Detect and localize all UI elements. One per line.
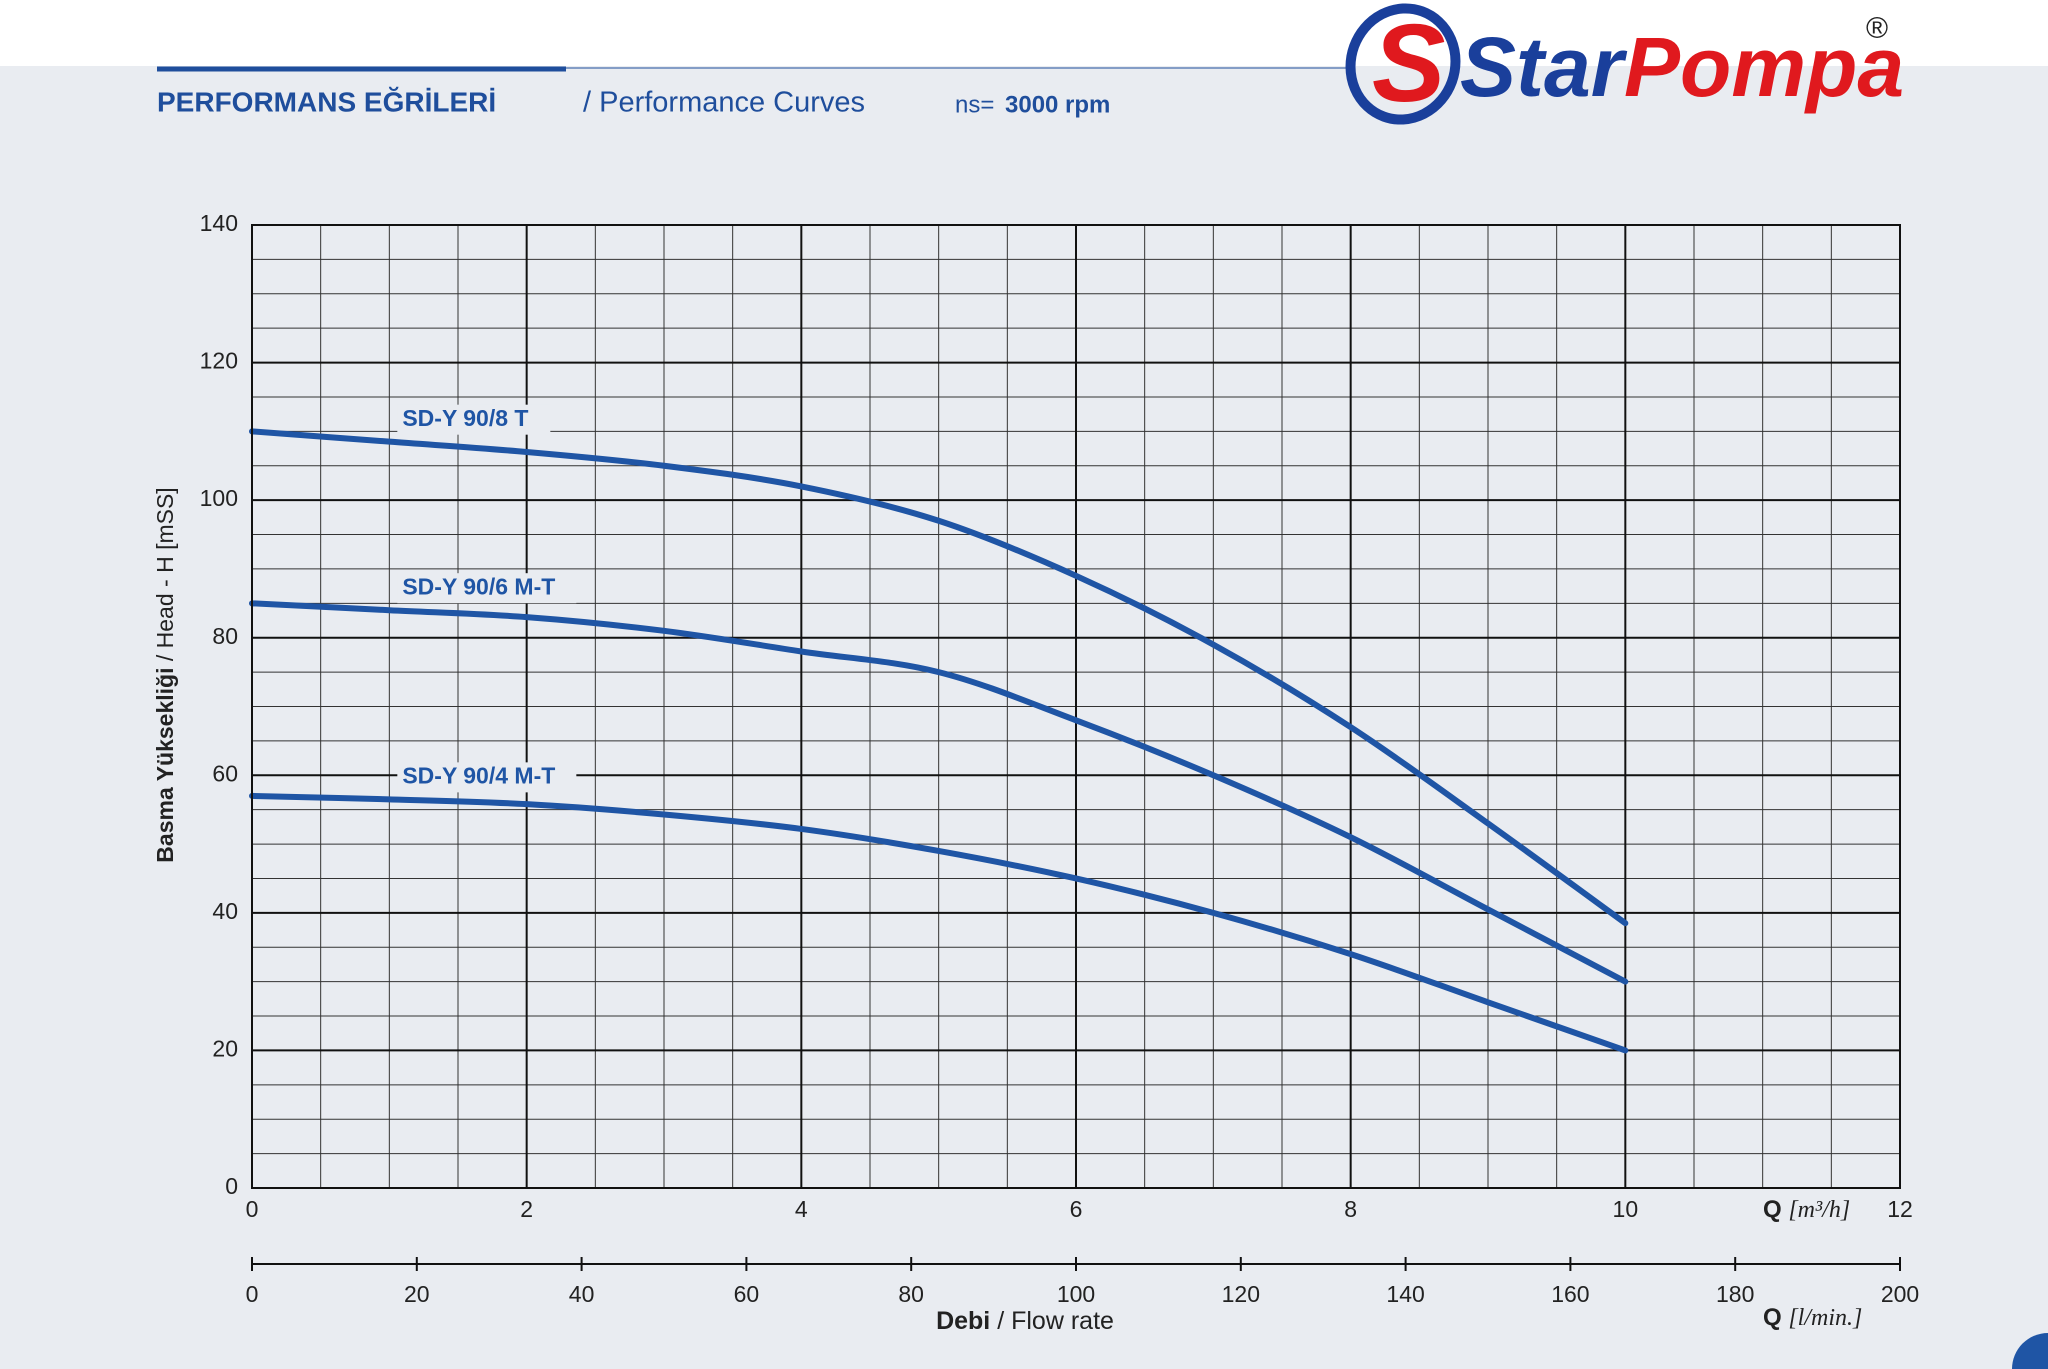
- y-axis-label-bold: Basma Yüksekliği: [152, 668, 178, 863]
- logo-brand-2: Pompa: [1624, 20, 1904, 114]
- speed: 3000 rpm: [1005, 91, 1110, 118]
- y-tick-label: 60: [212, 760, 238, 786]
- y-tick-label: 120: [200, 348, 238, 374]
- series-label: SD-Y 90/4 M-T: [402, 762, 555, 788]
- curve: [249, 600, 1629, 985]
- x2-axis-label-bold: Debi: [936, 1307, 990, 1335]
- logo-brand-1: Star: [1460, 20, 1628, 114]
- series-label-bg: [397, 404, 551, 435]
- x-tick-label: 12: [1887, 1196, 1913, 1222]
- y-tick-label: 0: [225, 1173, 238, 1199]
- series-label: SD-Y 90/8 T: [402, 405, 528, 431]
- x2-axis-label-rest: / Flow rate: [997, 1307, 1114, 1335]
- x2-tick-label: 120: [1222, 1281, 1260, 1307]
- curve: [249, 428, 1629, 927]
- series-label: SD-Y 90/6 M-T: [402, 573, 555, 599]
- y-tick-label: 40: [212, 898, 238, 924]
- y-tick-label: 100: [200, 485, 238, 511]
- x-tick-label: 4: [795, 1196, 808, 1222]
- x-axis-symbol: Q: [1763, 1196, 1782, 1223]
- x2-tick-label: 60: [734, 1281, 760, 1307]
- logo: S Star Pompa ®: [1345, 2, 1904, 125]
- x2-axis-unit: [l/min.]: [1788, 1305, 1862, 1331]
- x2-tick-label: 40: [569, 1281, 595, 1307]
- y-tick-label: 140: [200, 210, 238, 236]
- x-axis-unit: [m³/h]: [1788, 1197, 1850, 1223]
- x2-tick-label: 200: [1881, 1281, 1919, 1307]
- x2-tick-label: 140: [1386, 1281, 1424, 1307]
- speed-prefix: ns=: [955, 91, 994, 118]
- x2-tick-label: 20: [404, 1281, 430, 1307]
- x2-tick-label: 180: [1716, 1281, 1754, 1307]
- corner-badge: [2012, 1333, 2048, 1369]
- y-axis-label: Basma Yüksekliği / Head - H [mSS]: [152, 487, 178, 862]
- x2-tick-label: 160: [1551, 1281, 1589, 1307]
- x-axis-label: Q [m³/h]: [1763, 1196, 1850, 1223]
- y-tick-label: 80: [212, 623, 238, 649]
- series-label-bg: [397, 762, 577, 793]
- header-subtitle: / Performance Curves: [583, 87, 865, 119]
- curve: [249, 792, 1629, 1054]
- x2-tick-label: 100: [1057, 1281, 1095, 1307]
- x-tick-label: 0: [246, 1196, 259, 1222]
- x-tick-label: 10: [1613, 1196, 1639, 1222]
- x2-tick-label: 0: [246, 1281, 259, 1307]
- x2-tick-label: 80: [898, 1281, 924, 1307]
- y-tick-label: 20: [212, 1036, 238, 1062]
- header-title: PERFORMANS EĞRİLERİ: [157, 86, 496, 117]
- y-axis-label-rest: / Head - H [mSS]: [152, 487, 178, 661]
- logo-s: S: [1372, 2, 1445, 125]
- logo-ring: [1345, 3, 1461, 125]
- series-label-bg: [397, 573, 577, 604]
- plot-frame: [251, 224, 1901, 1189]
- plot: [251, 224, 1901, 1189]
- logo-mark: ®: [1866, 12, 1888, 45]
- x-tick-label: 6: [1070, 1196, 1083, 1222]
- x-tick-label: 2: [520, 1196, 533, 1222]
- x2-unit-label: Q [l/min.]: [1763, 1304, 1862, 1331]
- x2-axis-symbol: Q: [1763, 1304, 1782, 1331]
- x-tick-label: 8: [1344, 1196, 1357, 1222]
- x2-axis-label: Debi / Flow rate: [936, 1307, 1114, 1335]
- top-band: [0, 0, 2048, 66]
